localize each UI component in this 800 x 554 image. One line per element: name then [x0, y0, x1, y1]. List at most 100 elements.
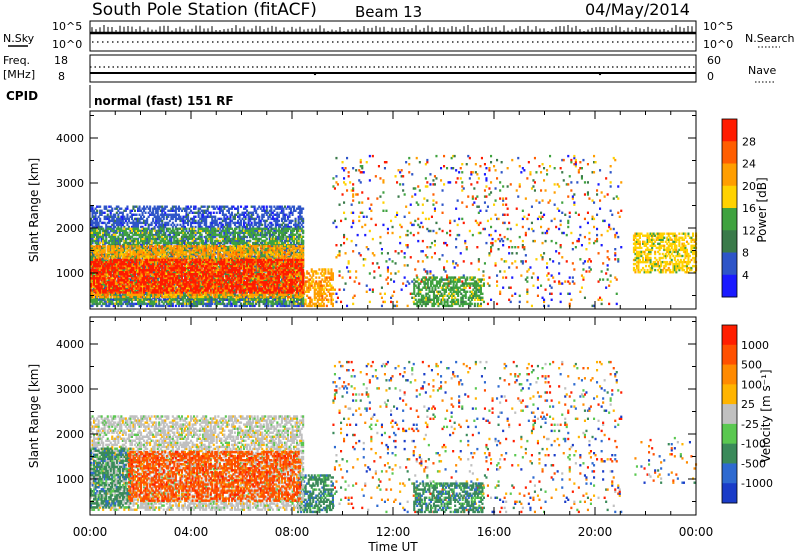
- power-cell: [91, 205, 94, 208]
- power-cell: [535, 258, 538, 261]
- power-cell: [632, 246, 635, 250]
- power-cell: [307, 288, 310, 291]
- power-cell: [502, 185, 505, 188]
- power-cell: [672, 266, 675, 270]
- power-cell: [126, 213, 129, 216]
- power-cell: [446, 276, 449, 279]
- power-cell: [477, 177, 480, 180]
- power-cell: [112, 231, 115, 235]
- power-cell: [90, 219, 93, 223]
- power-cell: [174, 209, 177, 212]
- power-cell: [673, 248, 676, 252]
- power-cell: [672, 248, 675, 252]
- power-cell: [386, 282, 389, 285]
- power-cell: [474, 219, 477, 223]
- power-cell: [138, 213, 141, 216]
- power-cell: [109, 213, 112, 216]
- power-cell: [685, 260, 688, 264]
- power-cell: [558, 272, 561, 275]
- power-cell: [430, 256, 433, 259]
- power-cell: [447, 181, 450, 184]
- power-cell: [618, 215, 621, 218]
- power-cell: [327, 298, 330, 301]
- power-cell: [488, 276, 491, 279]
- power-cell: [649, 240, 652, 243]
- power-cell: [327, 288, 330, 291]
- power-cell: [663, 260, 666, 264]
- power-cell: [637, 268, 640, 272]
- power-cell: [420, 300, 423, 304]
- power-cell: [520, 274, 523, 277]
- power-cell: [466, 278, 469, 281]
- power-cell: [328, 284, 331, 287]
- power-cell: [467, 296, 470, 299]
- power-cell: [690, 240, 693, 243]
- power-cell: [313, 298, 316, 301]
- power-cell: [420, 296, 423, 299]
- power-cell: [402, 189, 405, 192]
- power-cell: [460, 276, 463, 279]
- power-cell: [643, 244, 646, 247]
- power-cell: [458, 171, 461, 174]
- power-cell: [693, 246, 696, 250]
- power-cell: [379, 235, 382, 239]
- power-cell: [425, 296, 428, 299]
- power-cell: [96, 205, 99, 208]
- power-cell: [657, 232, 660, 235]
- power-cell: [140, 209, 143, 212]
- power-cell: [331, 278, 334, 281]
- power-cell: [432, 304, 435, 308]
- power-cell: [536, 278, 539, 281]
- power-cell: [108, 219, 111, 223]
- power-cell: [655, 238, 658, 241]
- power-cell: [403, 215, 406, 218]
- power-cell: [432, 183, 435, 186]
- power-cell: [469, 290, 472, 293]
- power-cell: [570, 298, 573, 301]
- power-cell: [426, 199, 429, 202]
- power-cell: [414, 280, 417, 283]
- power-cell: [552, 276, 555, 279]
- power-cell: [526, 292, 529, 295]
- power-cell: [526, 300, 529, 304]
- power-cell: [651, 246, 654, 250]
- power-cell: [638, 246, 641, 250]
- power-cell: [541, 231, 544, 235]
- power-cell: [564, 280, 567, 283]
- power-cell: [451, 302, 454, 306]
- power-cell: [682, 246, 685, 250]
- power-cell: [693, 271, 696, 274]
- power-cell: [382, 191, 385, 194]
- power-cell: [488, 233, 491, 237]
- power-cell: [371, 154, 374, 158]
- power-cell: [140, 217, 143, 221]
- power-cell: [454, 276, 457, 279]
- power-cell: [325, 288, 328, 291]
- power-cell: [675, 248, 678, 252]
- power-cell: [475, 294, 478, 297]
- power-cell: [439, 302, 442, 306]
- power-cell: [477, 268, 480, 271]
- power-cell: [664, 268, 667, 272]
- power-cell: [558, 282, 561, 285]
- power-cell: [455, 286, 458, 289]
- power-cell: [541, 296, 544, 299]
- power-cell: [571, 195, 574, 198]
- power-cell: [432, 296, 435, 299]
- power-cell: [452, 292, 455, 295]
- power-cell: [386, 276, 389, 279]
- power-cell: [117, 223, 120, 227]
- power-cell: [579, 225, 582, 229]
- power-cell: [96, 221, 99, 225]
- power-cell: [693, 238, 696, 241]
- power-cell: [144, 241, 147, 245]
- power-cell: [543, 300, 546, 304]
- power-cell: [526, 217, 529, 221]
- power-cell: [499, 270, 502, 273]
- power-cell: [393, 304, 396, 308]
- power-cell: [121, 302, 124, 306]
- power-cell: [114, 215, 117, 218]
- power-cell: [442, 288, 445, 291]
- freq-panel: Freq. [MHz] 18 8 60 0 Nave: [3, 54, 776, 83]
- power-cell: [482, 284, 485, 287]
